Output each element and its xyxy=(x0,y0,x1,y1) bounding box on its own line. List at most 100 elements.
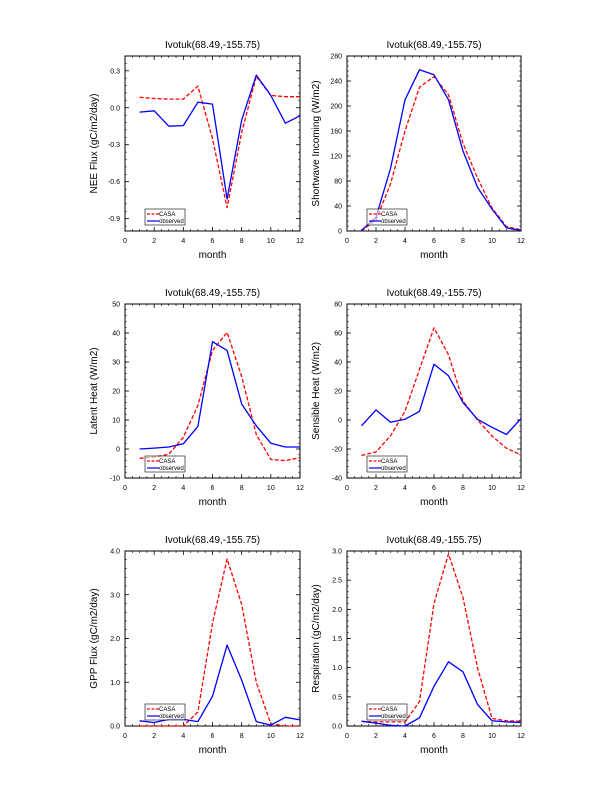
x-tick-label: 6 xyxy=(432,485,436,492)
y-tick-label: 40 xyxy=(334,360,342,367)
x-axis-label: month xyxy=(420,250,448,261)
legend-label-casa: CASA xyxy=(159,212,175,218)
series-line-observed xyxy=(361,363,522,436)
x-tick-label: 8 xyxy=(240,733,244,740)
series-line-casa xyxy=(139,558,300,727)
x-tick-label: 10 xyxy=(267,238,275,245)
chart-panel-6: Ivotuk(68.49,-155.75) 0 2 4 6 8 10 12 0.0 0.5 1.0 1… xyxy=(311,535,525,756)
legend-label-casa: CASA xyxy=(381,212,397,218)
legend-label-observed: observed xyxy=(159,714,184,720)
plot-frame xyxy=(124,550,301,727)
plot-frame xyxy=(124,55,301,232)
x-tick-label: 10 xyxy=(488,485,496,492)
y-tick-label: -0.3 xyxy=(108,142,120,149)
y-tick-label: -0.9 xyxy=(108,216,120,223)
plot-frame xyxy=(346,55,522,232)
y-tick-label: 10 xyxy=(112,418,120,425)
plot-frame xyxy=(346,303,522,479)
legend-label-casa: CASA xyxy=(159,459,175,465)
y-axis-label: Sensible Heat (W/m2) xyxy=(311,342,322,440)
y-tick-label: 60 xyxy=(334,331,342,338)
legend-label-observed: observed xyxy=(381,219,406,225)
y-tick-label: 50 xyxy=(112,302,120,309)
chart-panel-3: Ivotuk(68.49,-155.75)0 2 4 6 8 10 12-100102030… xyxy=(89,288,304,508)
y-tick-label: -0.6 xyxy=(108,179,120,186)
x-tick-label: 8 xyxy=(461,733,465,740)
x-tick-label: 4 xyxy=(181,485,185,492)
y-tick-label: 2.0 xyxy=(332,607,342,614)
chart-panel-4: Ivotuk(68.49,-155.75) 0 2 4 6 8 10 12 -40 -20 0 20 4… xyxy=(311,288,525,508)
x-tick-label: 0 xyxy=(345,238,349,245)
x-tick-label: 10 xyxy=(488,733,496,740)
x-tick-label: 6 xyxy=(211,485,215,492)
x-tick-label: 6 xyxy=(211,733,215,740)
x-tick-label: 0 xyxy=(345,485,349,492)
x-tick-label: 4 xyxy=(403,733,407,740)
y-tick-label: 40 xyxy=(112,331,120,338)
y-tick-label: 1.0 xyxy=(110,680,120,687)
legend-label-observed: observed xyxy=(381,466,406,472)
x-tick-label: 8 xyxy=(240,485,244,492)
chart-title: Ivotuk(68.49,-155.75) xyxy=(386,535,481,546)
x-tick-label: 10 xyxy=(488,238,496,245)
x-tick-label: 2 xyxy=(374,733,378,740)
y-axis-label: GPP Flux (gC/m2/day) xyxy=(89,588,100,688)
x-tick-label: 0 xyxy=(345,733,349,740)
chart-panel-1: Ivotuk(68.49,-155.75) 0 2 4 6 8 10 12 0.3 0.0 -0.3… xyxy=(89,40,304,261)
plot-frame xyxy=(346,550,522,727)
x-axis-label: month xyxy=(199,250,227,261)
x-tick-label: 2 xyxy=(374,485,378,492)
x-tick-label: 2 xyxy=(152,733,156,740)
y-tick-label: 0 xyxy=(116,447,120,454)
series-line-casa xyxy=(361,327,522,457)
series-line-casa xyxy=(139,75,300,209)
x-axis-label: month xyxy=(420,497,448,508)
y-tick-label: 3.0 xyxy=(110,592,120,599)
x-axis-label: month xyxy=(199,745,227,756)
y-tick-label: 0.0 xyxy=(332,724,342,731)
y-tick-label: -20 xyxy=(332,447,342,454)
y-tick-label: 20 xyxy=(334,389,342,396)
series-line-observed xyxy=(139,74,301,200)
legend-label-observed: observed xyxy=(159,466,184,472)
x-tick-label: 6 xyxy=(432,733,436,740)
x-tick-label: 12 xyxy=(517,238,525,245)
x-tick-label: 12 xyxy=(296,733,304,740)
chart-title: Ivotuk(68.49,-155.75) xyxy=(165,288,260,299)
x-tick-label: 4 xyxy=(181,733,185,740)
x-tick-label: 12 xyxy=(296,238,304,245)
y-tick-label: 20 xyxy=(112,389,120,396)
legend-label-observed: observed xyxy=(159,219,184,225)
x-tick-label: 2 xyxy=(152,238,156,245)
y-tick-label: 0.0 xyxy=(110,724,120,731)
y-tick-label: 30 xyxy=(112,360,120,367)
x-tick-label: 2 xyxy=(152,485,156,492)
x-tick-label: 6 xyxy=(432,238,436,245)
y-tick-label: -10 xyxy=(110,476,120,483)
y-tick-label: 0 xyxy=(338,229,342,236)
x-tick-label: 8 xyxy=(240,238,244,245)
x-tick-label: 8 xyxy=(461,485,465,492)
x-axis-label: month xyxy=(199,497,227,508)
y-tick-label: 0 xyxy=(338,418,342,425)
x-tick-label: 4 xyxy=(403,485,407,492)
y-tick-label: -40 xyxy=(332,476,342,483)
y-tick-label: 1.0 xyxy=(332,665,342,672)
x-tick-label: 8 xyxy=(461,238,465,245)
y-axis-label: Latent Heat (W/m2) xyxy=(89,347,100,434)
x-tick-label: 2 xyxy=(374,238,378,245)
y-tick-label: 80 xyxy=(334,179,342,186)
x-tick-label: 6 xyxy=(211,238,215,245)
y-tick-label: 1.5 xyxy=(332,636,342,643)
x-tick-label: 10 xyxy=(267,485,275,492)
y-tick-label: 0.0 xyxy=(110,105,120,112)
y-tick-label: 240 xyxy=(330,79,342,86)
chart-title: Ivotuk(68.49,-155.75) xyxy=(386,288,481,299)
legend-label-casa: CASA xyxy=(381,707,397,713)
y-tick-label: 280 xyxy=(330,54,342,61)
